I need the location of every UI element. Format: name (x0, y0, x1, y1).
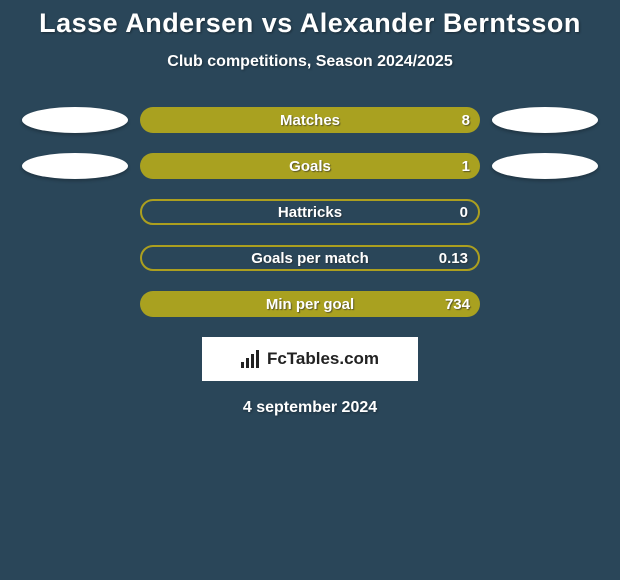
stat-value: 0.13 (439, 247, 468, 269)
stat-label: Goals (289, 158, 331, 175)
right-slot (480, 107, 610, 133)
stat-bar: Goals 1 (140, 153, 480, 179)
player-right-ellipse (492, 107, 598, 133)
stat-row: Goals 1 (0, 153, 620, 179)
stat-label: Min per goal (266, 296, 354, 313)
stat-bar: Hattricks 0 (140, 199, 480, 225)
page-title: Lasse Andersen vs Alexander Berntsson (0, 0, 620, 39)
stat-value: 1 (462, 153, 470, 179)
stat-row: Min per goal 734 (0, 291, 620, 317)
bars-icon (241, 350, 263, 368)
stat-label: Matches (280, 112, 340, 129)
stat-bar: Min per goal 734 (140, 291, 480, 317)
player-left-ellipse (22, 153, 128, 179)
stat-bar: Matches 8 (140, 107, 480, 133)
date-text: 4 september 2024 (0, 399, 620, 417)
stat-row: Matches 8 (0, 107, 620, 133)
player-right-ellipse (492, 153, 598, 179)
brand-label: FcTables.com (241, 349, 379, 369)
stat-label: Goals per match (251, 250, 369, 267)
stat-row: Goals per match 0.13 (0, 245, 620, 271)
stat-value: 734 (445, 291, 470, 317)
left-slot (10, 153, 140, 179)
stat-value: 0 (460, 201, 468, 223)
brand-box: FcTables.com (202, 337, 418, 381)
right-slot (480, 153, 610, 179)
stat-value: 8 (462, 107, 470, 133)
player-left-ellipse (22, 107, 128, 133)
brand-text: FcTables.com (267, 349, 379, 369)
stat-row: Hattricks 0 (0, 199, 620, 225)
page-subtitle: Club competitions, Season 2024/2025 (0, 53, 620, 71)
stat-label: Hattricks (278, 204, 342, 221)
left-slot (10, 107, 140, 133)
stat-rows: Matches 8 Goals 1 Hattricks 0 Goals per match 0… (0, 107, 620, 317)
comparison-infographic: Lasse Andersen vs Alexander Berntsson Cl… (0, 0, 620, 580)
stat-bar: Goals per match 0.13 (140, 245, 480, 271)
